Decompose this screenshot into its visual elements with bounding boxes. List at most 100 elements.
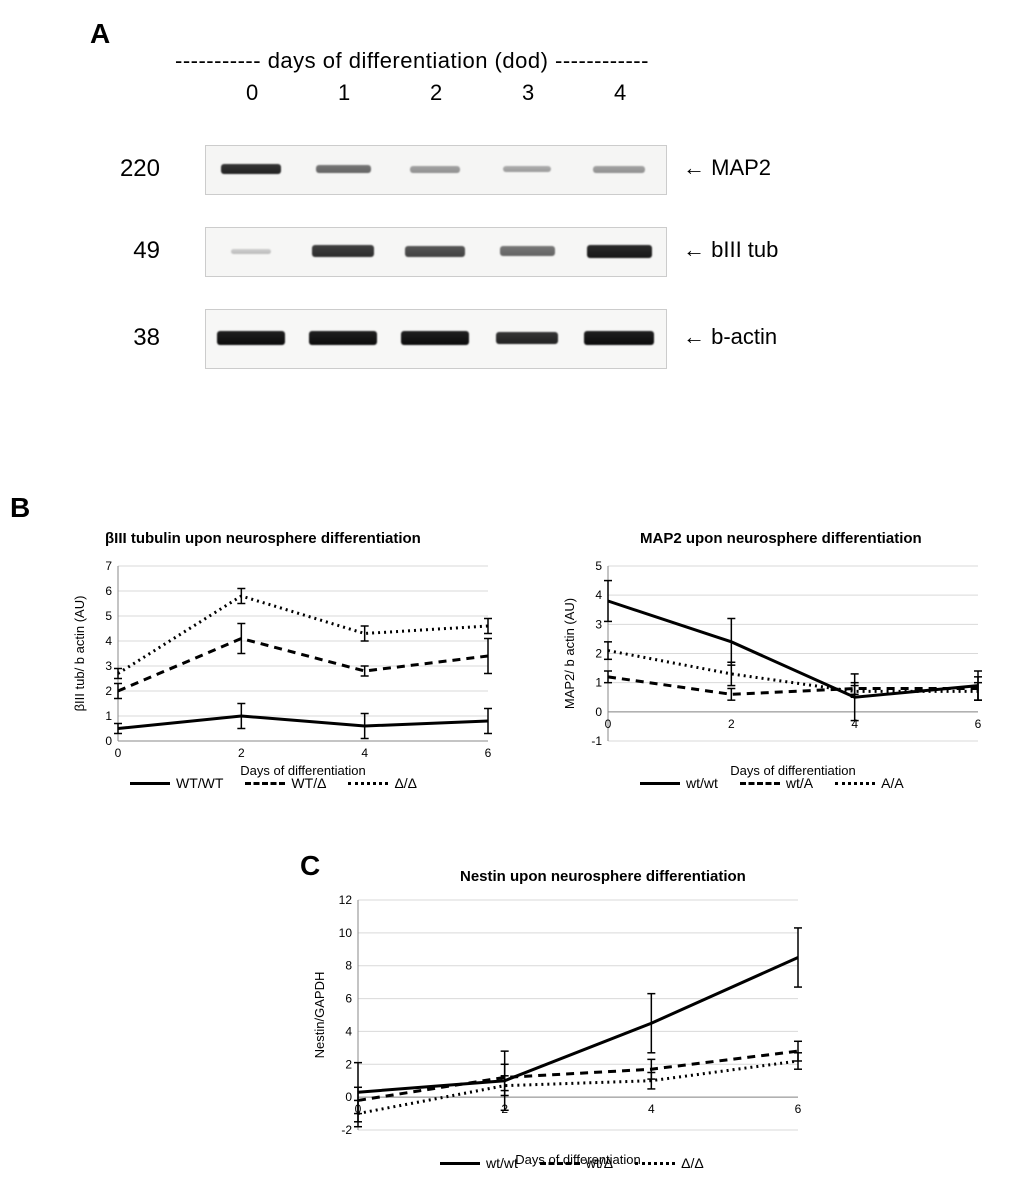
chart-b-right: -10123450246Days of differentiationMAP2/…: [560, 558, 988, 781]
legend-label: Δ/Δ: [394, 775, 417, 791]
dod-value: 0: [246, 80, 258, 106]
svg-text:3: 3: [105, 659, 112, 673]
mw-label: 49: [105, 237, 160, 265]
blot-band: [503, 166, 551, 172]
chart-b-left-title: βIII tubulin upon neurosphere differenti…: [105, 530, 421, 547]
svg-text:6: 6: [345, 992, 352, 1006]
svg-text:2: 2: [595, 647, 602, 661]
legend-label: wt/wt: [686, 775, 718, 791]
protein-label: ← b-actin: [683, 324, 777, 350]
legend-item: wt/wt: [440, 1155, 518, 1171]
legend-label: WT/WT: [176, 775, 223, 791]
legend-item: wt/Δ: [540, 1155, 613, 1171]
legend-label: WT/Δ: [291, 775, 326, 791]
blot-band: [401, 331, 469, 345]
panel-c-label: C: [300, 850, 320, 882]
legend-line-icon: [348, 782, 388, 785]
svg-text:1: 1: [105, 709, 112, 723]
svg-text:0: 0: [345, 1090, 352, 1104]
blot-band: [410, 166, 460, 173]
svg-text:βIII tub/ b actin (AU): βIII tub/ b actin (AU): [72, 596, 87, 712]
blot-band: [309, 331, 377, 345]
blot-band: [593, 166, 645, 173]
dod-value: 4: [614, 80, 626, 106]
svg-text:4: 4: [105, 634, 112, 648]
svg-text:7: 7: [105, 559, 112, 573]
legend-item: WT/WT: [130, 775, 223, 791]
dod-value: 3: [522, 80, 534, 106]
chart-b-right-legend: wt/wt wt/A A/A: [640, 775, 904, 791]
svg-text:2: 2: [728, 717, 735, 731]
svg-text:6: 6: [105, 584, 112, 598]
svg-text:4: 4: [345, 1024, 352, 1038]
svg-text:5: 5: [595, 559, 602, 573]
legend-label: Δ/Δ: [681, 1155, 704, 1171]
dod-header: ----------- days of differentiation (dod…: [175, 48, 649, 74]
chart-c-legend: wt/wt wt/Δ Δ/Δ: [440, 1155, 704, 1171]
legend-line-icon: [835, 782, 875, 785]
legend-item: wt/wt: [640, 775, 718, 791]
svg-text:10: 10: [339, 926, 353, 940]
legend-line-icon: [640, 782, 680, 785]
legend-line-icon: [245, 782, 285, 785]
blot-band: [221, 164, 281, 174]
dod-value: 2: [430, 80, 442, 106]
protein-label: ← bIII tub: [683, 237, 778, 263]
blot-band: [231, 249, 271, 254]
svg-text:6: 6: [975, 717, 982, 731]
figure-root: A ----------- days of differentiation (d…: [0, 0, 1020, 1191]
legend-item: Δ/Δ: [635, 1155, 704, 1171]
legend-label: wt/wt: [486, 1155, 518, 1171]
chart-b-left-legend: WT/WT WT/Δ Δ/Δ: [130, 775, 417, 791]
svg-text:0: 0: [115, 746, 122, 760]
legend-label: wt/Δ: [586, 1155, 613, 1171]
legend-line-icon: [440, 1162, 480, 1165]
mw-label: 220: [105, 155, 160, 183]
blot-band: [496, 332, 558, 344]
blot-band: [316, 165, 371, 173]
svg-text:5: 5: [105, 609, 112, 623]
svg-text:12: 12: [339, 893, 353, 907]
svg-text:4: 4: [361, 746, 368, 760]
svg-text:8: 8: [345, 959, 352, 973]
legend-line-icon: [740, 782, 780, 785]
chart-c: -20246810120246Days of differentiationNe…: [310, 892, 808, 1170]
legend-line-icon: [635, 1162, 675, 1165]
svg-text:6: 6: [485, 746, 492, 760]
chart-b-right-title: MAP2 upon neurosphere differentiation: [640, 530, 922, 547]
svg-text:Nestin/GAPDH: Nestin/GAPDH: [312, 972, 327, 1059]
svg-text:4: 4: [595, 588, 602, 602]
legend-item: wt/A: [740, 775, 813, 791]
svg-text:-1: -1: [591, 734, 602, 748]
svg-text:-2: -2: [341, 1123, 352, 1137]
legend-item: A/A: [835, 775, 904, 791]
legend-item: Δ/Δ: [348, 775, 417, 791]
svg-text:6: 6: [795, 1102, 802, 1116]
svg-text:3: 3: [595, 617, 602, 631]
blot-band: [500, 246, 555, 256]
svg-text:2: 2: [105, 684, 112, 698]
blot-band: [312, 245, 374, 257]
svg-text:MAP2/ b actin (AU): MAP2/ b actin (AU): [562, 598, 577, 709]
svg-text:2: 2: [238, 746, 245, 760]
blot-band: [587, 245, 652, 258]
legend-label: wt/A: [786, 775, 813, 791]
legend-item: WT/Δ: [245, 775, 326, 791]
legend-line-icon: [130, 782, 170, 785]
panel-b-label: B: [10, 492, 30, 524]
mw-label: 38: [105, 324, 160, 352]
blot-band: [217, 331, 285, 345]
blot-band: [584, 331, 654, 345]
dod-value: 1: [338, 80, 350, 106]
svg-text:4: 4: [648, 1102, 655, 1116]
legend-label: A/A: [881, 775, 904, 791]
blot-band: [405, 246, 465, 257]
legend-line-icon: [540, 1162, 580, 1165]
svg-text:2: 2: [345, 1057, 352, 1071]
svg-text:0: 0: [605, 717, 612, 731]
svg-text:0: 0: [105, 734, 112, 748]
svg-text:0: 0: [595, 705, 602, 719]
chart-b-left: 012345670246Days of differentiationβIII …: [70, 558, 498, 781]
svg-text:1: 1: [595, 676, 602, 690]
chart-c-title: Nestin upon neurosphere differentiation: [460, 868, 746, 885]
